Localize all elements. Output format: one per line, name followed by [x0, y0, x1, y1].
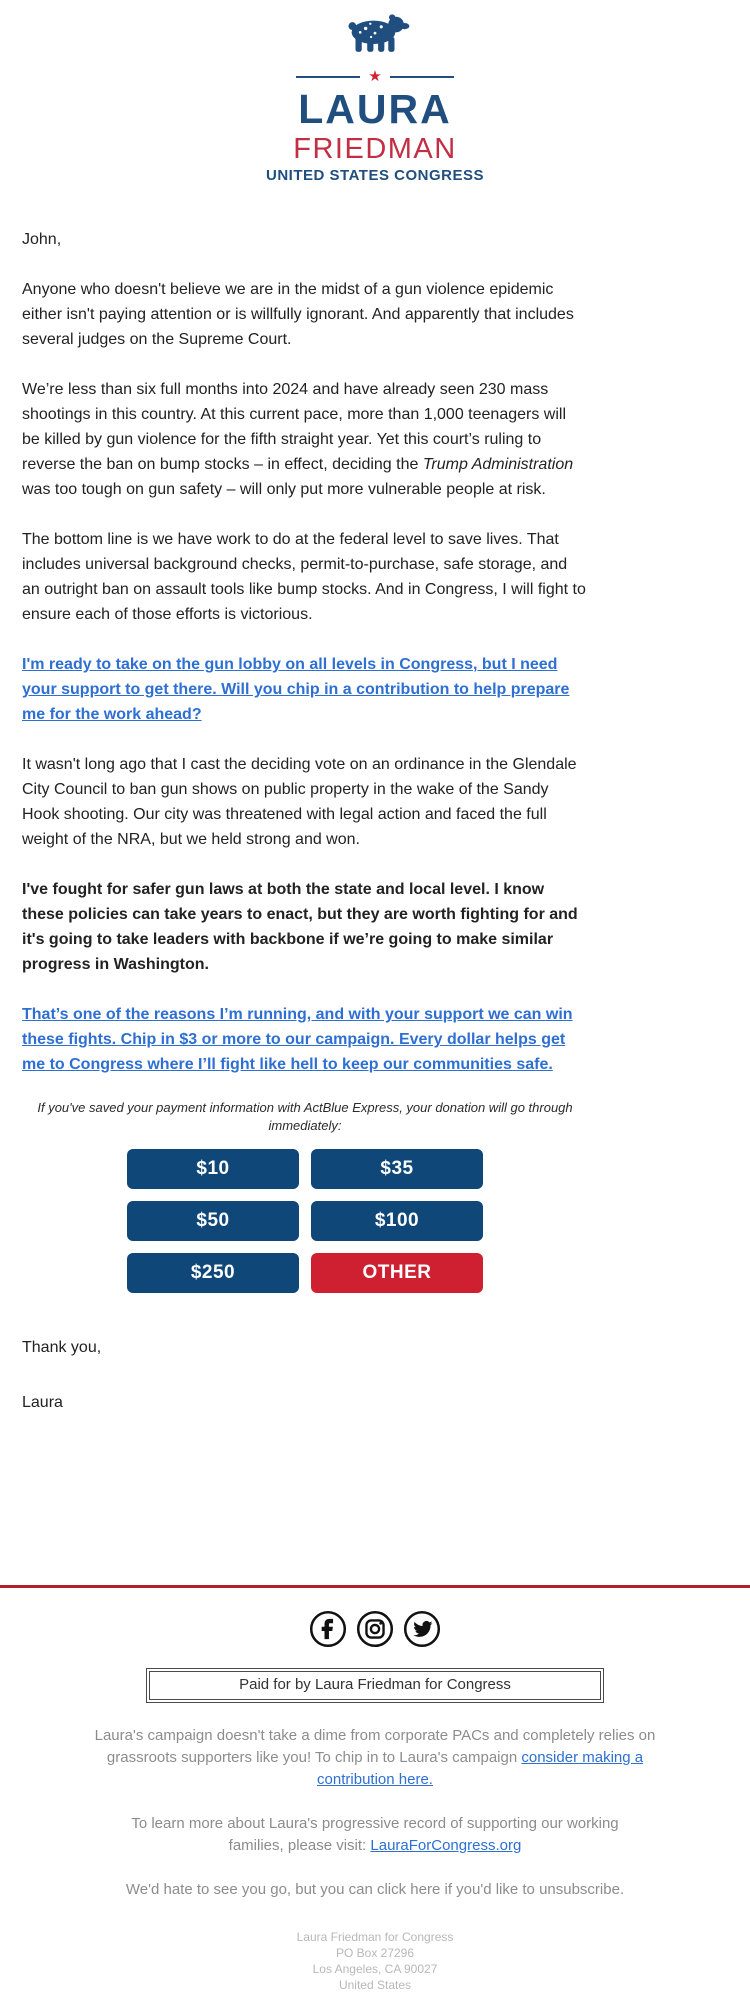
footer-divider-rule: [0, 1585, 750, 1588]
donation-button-grid: $10 $35 $50 $100 $250 OTHER: [127, 1149, 483, 1293]
campaign-site-link[interactable]: LauraForCongress.org: [370, 1837, 522, 1854]
learn-more-text: To learn more about Laura's progressive …: [131, 1815, 619, 1854]
signoff: Thank you,: [22, 1339, 102, 1356]
paragraph-record-bold: I've fought for safer gun laws at both t…: [22, 881, 578, 973]
donate-other-button[interactable]: OTHER: [311, 1253, 483, 1293]
paragraph-glendale: It wasn't long ago that I cast the decid…: [22, 756, 577, 848]
facebook-icon[interactable]: [309, 1610, 347, 1648]
paragraph-epidemic: Anyone who doesn't believe we are in the…: [22, 281, 574, 348]
paid-for-disclaimer-inner: Paid for by Laura Friedman for Congress: [149, 1671, 601, 1700]
logo-office-line: UNITED STATES CONGRESS: [266, 167, 484, 184]
donate-250-button[interactable]: $250: [127, 1253, 299, 1293]
divider-line: [389, 75, 454, 78]
paid-for-disclaimer-box: Paid for by Laura Friedman for Congress: [146, 1668, 604, 1703]
donate-appeal-link-2[interactable]: That’s one of the reasons I’m running, a…: [22, 1006, 573, 1073]
donate-appeal-link-1[interactable]: I'm ready to take on the gun lobby on al…: [22, 656, 570, 723]
contribution-link[interactable]: consider making a contribution here.: [317, 1749, 644, 1788]
donate-35-button[interactable]: $35: [311, 1149, 483, 1189]
logo-star-divider: ★: [0, 69, 750, 84]
paid-for-text: Paid for by Laura Friedman for Congress: [239, 1676, 511, 1693]
address-line: United States: [338, 1978, 412, 1992]
unsubscribe-text[interactable]: We'd hate to see you go, but you can cli…: [125, 1881, 625, 1898]
grassroots-text: Laura's campaign doesn't take a dime fro…: [94, 1727, 656, 1766]
divider-line: [296, 75, 361, 78]
mailing-address: Laura Friedman for Congress PO Box 27296…: [0, 1929, 750, 2013]
greeting: John,: [22, 231, 62, 248]
california-bear-icon: [336, 14, 414, 66]
paragraph-statistics-end: was too tough on gun safety – will only …: [22, 481, 546, 498]
logo-last-name: FRIEDMAN: [293, 133, 457, 165]
instagram-icon[interactable]: [356, 1610, 394, 1648]
signature: Laura: [22, 1394, 63, 1411]
actblue-express-note: If you've saved your payment information…: [37, 1100, 573, 1133]
logo-first-name: LAURA: [298, 86, 452, 132]
address-line: Laura Friedman for Congress: [296, 1930, 454, 1944]
italic-trump-administration: Trump Administration: [422, 456, 574, 473]
donate-50-button[interactable]: $50: [127, 1201, 299, 1241]
paragraph-statistics-text: We’re less than six full months into 202…: [22, 381, 566, 473]
donate-100-button[interactable]: $100: [311, 1201, 483, 1241]
email-footer: Paid for by Laura Friedman for Congress …: [0, 1610, 750, 2013]
grassroots-paragraph: Laura's campaign doesn't take a dime fro…: [91, 1725, 659, 1791]
address-line: Los Angeles, CA 90027: [312, 1962, 438, 1976]
donate-10-button[interactable]: $10: [127, 1149, 299, 1189]
social-links: [0, 1610, 750, 1648]
star-icon: ★: [368, 68, 382, 85]
paragraph-federal-work: The bottom line is we have work to do at…: [22, 531, 586, 623]
campaign-logo: ★ LAURA FRIEDMAN UNITED STATES CONGRESS: [0, 0, 750, 185]
twitter-icon[interactable]: [403, 1610, 441, 1648]
email-body: John, Anyone who doesn't believe we are …: [0, 185, 610, 1415]
paragraph-statistics: We’re less than six full months into 202…: [22, 377, 588, 502]
learn-more-paragraph: To learn more about Laura's progressive …: [105, 1813, 645, 1857]
address-line: PO Box 27296: [335, 1946, 415, 1960]
